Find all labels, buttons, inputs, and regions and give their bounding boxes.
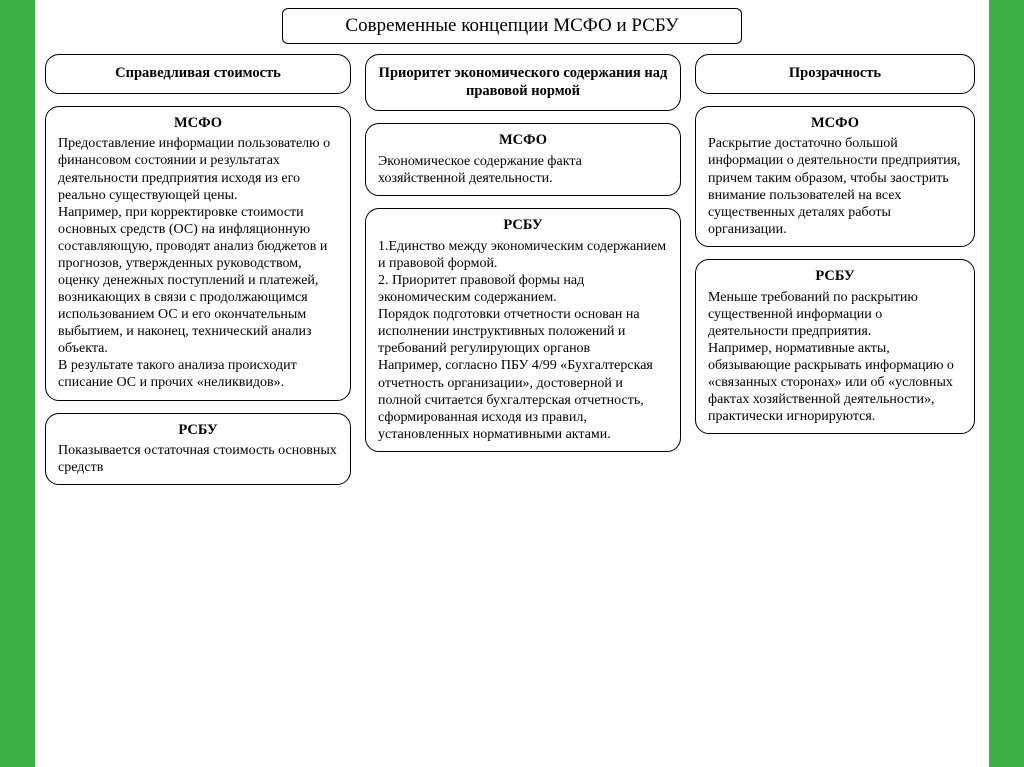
col2-msfo-text: Экономическое содержание факта хозяйстве… xyxy=(378,153,668,187)
col3-rsbu: РСБУ Меньше требований по раскрытию суще… xyxy=(695,259,975,434)
col1-msfo-title: МСФО xyxy=(58,115,338,133)
col1-rsbu: РСБУ Показывается остаточная стоимость о… xyxy=(45,413,351,486)
col2-rsbu: РСБУ 1.Единство между экономическим соде… xyxy=(365,208,681,452)
col1-rsbu-text: Показывается остаточная стоимость основн… xyxy=(58,442,338,476)
col3-msfo: МСФО Раскрытие достаточно большой информ… xyxy=(695,106,975,247)
col3-rsbu-title: РСБУ xyxy=(708,268,962,286)
col2-msfo: МСФО Экономическое содержание факта хозя… xyxy=(365,123,681,196)
col2-msfo-title: МСФО xyxy=(378,132,668,150)
main-title: Современные концепции МСФО и РСБУ xyxy=(282,8,742,44)
col3-msfo-title: МСФО xyxy=(708,115,962,133)
diagram-canvas: Современные концепции МСФО и РСБУ Справе… xyxy=(35,0,989,767)
column-fair-value: Справедливая стоимость МСФО Предоставлен… xyxy=(45,54,351,485)
col3-msfo-text: Раскрытие достаточно большой информации … xyxy=(708,135,962,237)
col2-rsbu-text: 1.Единство между экономическим содержани… xyxy=(378,238,668,443)
col1-msfo-text: Предоставление информации пользователю о… xyxy=(58,135,338,391)
col2-header: Приоритет экономического содержания над … xyxy=(365,54,681,111)
col1-rsbu-title: РСБУ xyxy=(58,422,338,440)
col2-rsbu-title: РСБУ xyxy=(378,217,668,235)
column-transparency: Прозрачность МСФО Раскрытие достаточно б… xyxy=(695,54,975,434)
col1-header: Справедливая стоимость xyxy=(45,54,351,94)
col1-msfo: МСФО Предоставление информации пользоват… xyxy=(45,106,351,401)
columns-container: Справедливая стоимость МСФО Предоставлен… xyxy=(45,54,979,485)
col3-header: Прозрачность xyxy=(695,54,975,94)
col3-rsbu-text: Меньше требований по раскрытию существен… xyxy=(708,289,962,426)
column-priority: Приоритет экономического содержания над … xyxy=(365,54,681,452)
